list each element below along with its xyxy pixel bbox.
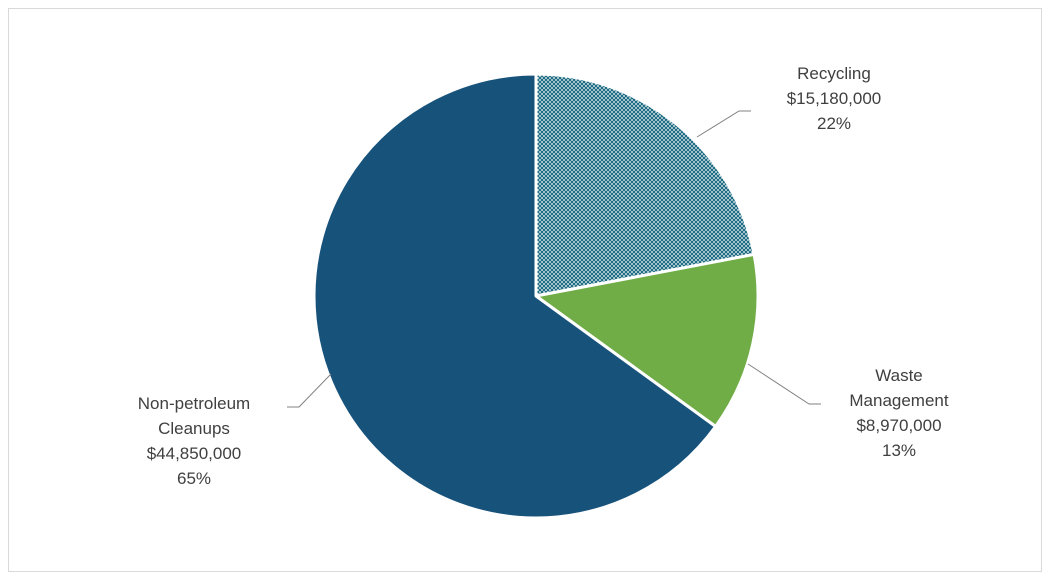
- data-label-line: Recycling: [797, 64, 871, 83]
- pie-chart: Recycling $15,180,000 22% Waste Management $8…: [138, 64, 949, 520]
- data-label-line: Waste: [875, 366, 923, 385]
- data-label: Recycling $15,180,000 22%: [787, 64, 882, 133]
- data-label-line: 22%: [817, 114, 851, 133]
- data-label-line: 13%: [882, 441, 916, 460]
- data-label-line: Management: [849, 391, 949, 410]
- chart-frame: Recycling $15,180,000 22% Waste Management $8…: [8, 8, 1042, 572]
- leader-line: [287, 373, 332, 408]
- pie-slice-recycling: [534, 72, 756, 298]
- data-label-line: Cleanups: [158, 419, 230, 438]
- data-label: Non-petroleum Cleanups $44,850,000 65%: [138, 394, 250, 488]
- pie-slice-non-petroleum-cleanups: [312, 72, 718, 520]
- leader-line: [747, 363, 821, 405]
- data-label-line: $44,850,000: [147, 444, 242, 463]
- data-label-line: 65%: [177, 469, 211, 488]
- leader-line: [696, 110, 751, 138]
- data-label-line: $8,970,000: [856, 416, 941, 435]
- data-label: Waste Management $8,970,000 13%: [849, 366, 949, 460]
- data-label-line: $15,180,000: [787, 89, 882, 108]
- data-label-line: Non-petroleum: [138, 394, 250, 413]
- pie-slice-waste-management: [534, 252, 760, 428]
